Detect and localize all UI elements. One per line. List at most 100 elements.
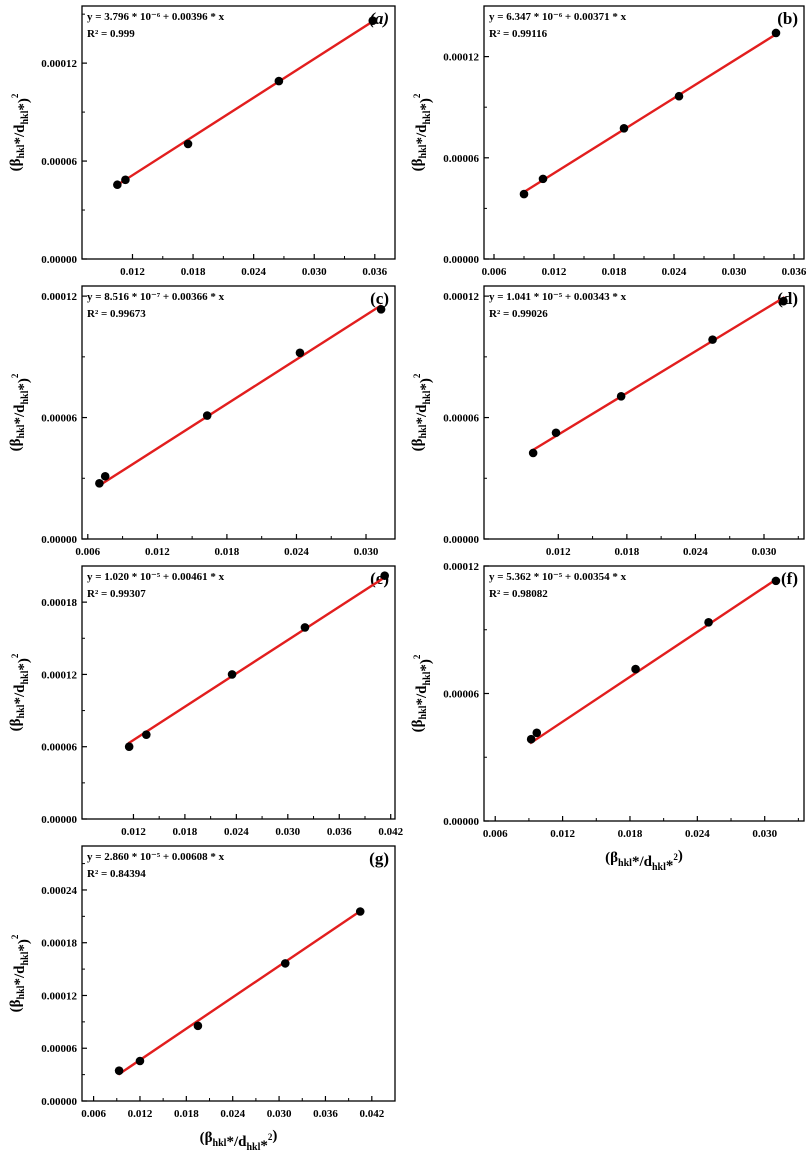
y-tick-label: 0.00000	[41, 1096, 77, 1108]
y-tick-label: 0.00006	[443, 689, 479, 701]
linear-fit-line	[115, 20, 374, 187]
plot-frame	[81, 565, 396, 820]
plot-frame	[483, 5, 805, 260]
chart-panel-a: 0.012 0.018 0.024 0.030 0.036 0.00000 0.00006 0…	[8, 5, 396, 278]
x-tick-label: 0.036	[362, 266, 387, 278]
y-axis-title: (βhkl*/dhkl*)2	[410, 373, 434, 451]
plot-frame	[81, 285, 396, 540]
fit-equation-label: y = 2.860 * 10⁻⁵ + 0.00608 * x	[87, 851, 225, 863]
y-axis-title: (βhkl*/dhkl*)2	[8, 653, 32, 731]
panel-label: (c)	[370, 289, 389, 308]
x-tick-label: 0.030	[752, 828, 777, 840]
panel-label: (g)	[369, 849, 389, 868]
x-tick-label: 0.012	[145, 546, 170, 558]
data-point	[135, 1056, 145, 1066]
data-point	[355, 907, 365, 916]
fit-equation-label: y = 1.020 * 10⁻⁵ + 0.00461 * x	[87, 571, 225, 583]
y-axis-title: (βhkl*/dhkl*)2	[8, 93, 32, 171]
y-tick-label: 0.00012	[443, 291, 479, 303]
plot-frame	[483, 565, 805, 822]
data-point	[631, 664, 640, 674]
x-tick-label: 0.030	[354, 546, 379, 558]
y-tick-label: 0.00012	[443, 561, 479, 573]
data-point	[183, 139, 193, 149]
y-tick-label: 0.00012	[443, 52, 479, 64]
data-point	[193, 1021, 203, 1031]
data-point	[519, 189, 529, 199]
y-tick-label: 0.00006	[443, 153, 479, 165]
chart-panel-g: 0.006 0.012 0.018 0.024 0.030 0.036 0.042 0.000…	[8, 845, 396, 1154]
x-axis-title: (βhkl*/dhkl*2)	[605, 848, 683, 874]
data-point	[380, 571, 390, 580]
y-axis-title: (βhkl*/dhkl*)2	[8, 373, 32, 451]
chart-panel-e: 0.012 0.018 0.024 0.030 0.036 0.042 0.00000 0.0…	[8, 565, 404, 838]
data-point	[528, 448, 538, 458]
r-squared-label: R² = 0.98082	[489, 588, 548, 600]
data-point	[532, 728, 542, 738]
chart-panel-b: 0.006 0.012 0.018 0.024 0.030 0.036 0.00000 0.0…	[410, 5, 807, 278]
r-squared-label: R² = 0.99673	[87, 308, 146, 320]
panel-label: (f)	[781, 569, 798, 588]
x-tick-label: 0.036	[782, 266, 807, 278]
y-axis-title: (βhkl*/dhkl*)2	[8, 934, 32, 1012]
data-point	[280, 959, 290, 968]
y-tick-label: 0.00018	[41, 938, 77, 950]
x-tick-label: 0.012	[546, 546, 571, 558]
x-tick-label: 0.024	[241, 266, 266, 278]
x-tick-label: 0.036	[313, 1108, 338, 1120]
y-tick-label: 0.00006	[41, 413, 77, 425]
x-tick-label: 0.012	[121, 826, 146, 838]
x-tick-label: 0.024	[685, 828, 710, 840]
data-point	[704, 618, 713, 627]
data-point	[771, 28, 781, 38]
data-point	[368, 16, 378, 25]
data-point	[142, 730, 151, 739]
data-point	[538, 174, 548, 184]
chart-panel-f: 0.006 0.012 0.018 0.024 0.030 0.00000 0.00006 0…	[410, 561, 805, 874]
linear-fit-line	[127, 576, 386, 745]
data-point	[771, 576, 781, 586]
r-squared-label: R² = 0.99116	[489, 28, 548, 40]
r-squared-label: R² = 0.99307	[87, 588, 146, 600]
x-tick-label: 0.006	[81, 1108, 106, 1120]
linear-fit-line	[529, 577, 778, 745]
data-point	[100, 471, 110, 481]
x-tick-label: 0.030	[267, 1108, 292, 1120]
y-tick-label: 0.00006	[443, 413, 479, 425]
y-tick-label: 0.00024	[41, 885, 77, 897]
y-tick-label: 0.00006	[41, 742, 77, 754]
data-point	[121, 175, 130, 185]
data-point	[124, 742, 134, 752]
x-tick-label: 0.024	[662, 266, 687, 278]
x-tick-label: 0.018	[614, 546, 639, 558]
x-tick-label: 0.006	[483, 828, 508, 840]
fit-equation-label: y = 8.516 * 10⁻⁷ + 0.00366 * x	[87, 291, 225, 303]
x-tick-label: 0.012	[120, 266, 145, 278]
plot-frame	[483, 285, 805, 540]
x-tick-label: 0.030	[752, 546, 777, 558]
x-tick-label: 0.036	[327, 826, 352, 838]
y-axis-title: (βhkl*/dhkl*)2	[410, 93, 434, 171]
plot-frame	[81, 5, 396, 260]
x-tick-label: 0.018	[173, 826, 198, 838]
x-tick-label: 0.012	[542, 266, 567, 278]
data-point	[619, 123, 629, 133]
linear-fit-line	[532, 296, 786, 451]
data-point	[708, 335, 717, 344]
data-point	[274, 76, 284, 86]
data-point	[300, 623, 310, 632]
x-tick-label: 0.018	[602, 266, 627, 278]
x-tick-label: 0.030	[302, 266, 327, 278]
y-tick-label: 0.00000	[41, 814, 77, 826]
y-tick-label: 0.00012	[41, 291, 77, 303]
x-tick-label: 0.024	[224, 826, 249, 838]
x-tick-label: 0.024	[220, 1108, 245, 1120]
data-point	[202, 411, 212, 420]
y-tick-label: 0.00012	[41, 669, 77, 681]
panel-label: (b)	[777, 9, 798, 28]
linear-fit-line	[97, 304, 382, 488]
linear-fit-line	[523, 33, 777, 193]
x-tick-label: 0.042	[378, 826, 403, 838]
x-tick-label: 0.018	[215, 546, 240, 558]
y-tick-label: 0.00000	[443, 534, 479, 546]
